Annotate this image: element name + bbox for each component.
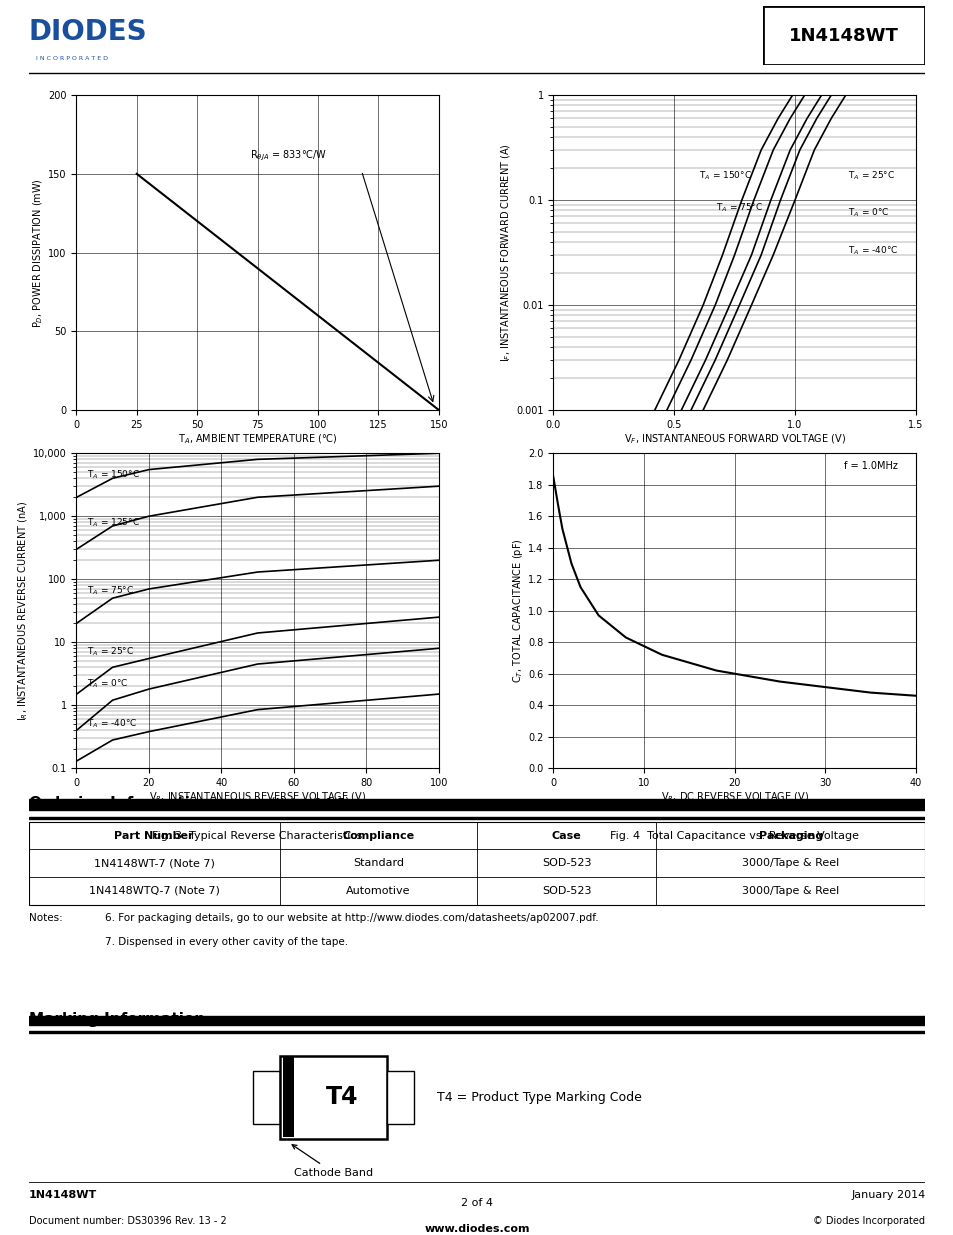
Text: 3000/Tape & Reel: 3000/Tape & Reel xyxy=(741,858,839,868)
Text: www.diodes.com: www.diodes.com xyxy=(424,1224,529,1234)
Text: 2 of 4: 2 of 4 xyxy=(460,1198,493,1208)
Bar xyxy=(279,1056,387,1139)
Bar xyxy=(29,1031,924,1032)
Text: Cathode Band: Cathode Band xyxy=(292,1145,373,1178)
Text: T$_A$ = -40°C: T$_A$ = -40°C xyxy=(87,718,137,730)
Text: Marking Information: Marking Information xyxy=(29,1013,205,1028)
Text: SOD-523: SOD-523 xyxy=(541,858,591,868)
Bar xyxy=(253,1071,279,1124)
Text: Fig. 4  Total Capacitance vs. Reverse Voltage: Fig. 4 Total Capacitance vs. Reverse Vol… xyxy=(609,831,859,841)
Text: Part Number: Part Number xyxy=(114,831,193,841)
Text: 1N4148WT: 1N4148WT xyxy=(29,1191,97,1200)
Text: Packaging: Packaging xyxy=(758,831,822,841)
Bar xyxy=(29,818,924,819)
Text: 6. For packaging details, go to our website at http://www.diodes.com/datasheets/: 6. For packaging details, go to our webs… xyxy=(105,913,598,923)
Text: T$_A$ = 75°C: T$_A$ = 75°C xyxy=(716,201,762,214)
Text: Ordering Information: Ordering Information xyxy=(29,797,211,811)
Text: T$_A$ = 125°C: T$_A$ = 125°C xyxy=(87,516,140,529)
Text: 1N4148WTQ-7 (Note 7): 1N4148WTQ-7 (Note 7) xyxy=(89,885,219,895)
Y-axis label: C$_T$, TOTAL CAPACITANCE (pF): C$_T$, TOTAL CAPACITANCE (pF) xyxy=(511,538,525,683)
Text: SOD-523: SOD-523 xyxy=(541,885,591,895)
Text: Document number: DS30396 Rev. 13 - 2: Document number: DS30396 Rev. 13 - 2 xyxy=(29,1215,226,1225)
Text: Compliance: Compliance xyxy=(342,831,414,841)
Text: 1N4148WT: 1N4148WT xyxy=(788,27,899,44)
Text: Standard: Standard xyxy=(353,858,403,868)
Text: 7. Dispensed in every other cavity of the tape.: 7. Dispensed in every other cavity of th… xyxy=(105,937,348,947)
Bar xyxy=(283,1057,294,1137)
Text: Notes:: Notes: xyxy=(29,913,62,923)
Text: Case: Case xyxy=(551,831,581,841)
Text: T4: T4 xyxy=(326,1086,358,1109)
Text: I N C O R P O R A T E D: I N C O R P O R A T E D xyxy=(36,57,108,62)
Text: Fig. 3  Typical Reverse Characteristics: Fig. 3 Typical Reverse Characteristics xyxy=(152,831,362,841)
Text: T4 = Product Type Marking Code: T4 = Product Type Marking Code xyxy=(436,1091,640,1104)
Text: DIODES: DIODES xyxy=(29,17,147,46)
Bar xyxy=(387,1071,414,1124)
Text: Fig. 2  Typical Forward Characteristics: Fig. 2 Typical Forward Characteristics xyxy=(629,473,839,483)
Text: T$_A$ = 25°C: T$_A$ = 25°C xyxy=(847,169,895,182)
X-axis label: V$_R$, INSTANTANEOUS REVERSE VOLTAGE (V): V$_R$, INSTANTANEOUS REVERSE VOLTAGE (V) xyxy=(149,790,366,804)
Text: © Diodes Incorporated: © Diodes Incorporated xyxy=(813,1215,924,1225)
Text: January 2014: January 2014 xyxy=(850,1191,924,1200)
Y-axis label: P$_D$, POWER DISSIPATION (mW): P$_D$, POWER DISSIPATION (mW) xyxy=(31,178,46,327)
Text: T$_A$ = 150°C: T$_A$ = 150°C xyxy=(87,469,140,482)
Text: f = 1.0MHz: f = 1.0MHz xyxy=(843,461,897,471)
Bar xyxy=(29,823,924,904)
Bar xyxy=(29,799,924,810)
Text: T$_A$ = 75°C: T$_A$ = 75°C xyxy=(87,584,134,598)
Text: R$_{\theta JA}$ = 833$\degree$C/W: R$_{\theta JA}$ = 833$\degree$C/W xyxy=(250,148,327,163)
Y-axis label: I$_R$, INSTANTANEOUS REVERSE CURRENT (nA): I$_R$, INSTANTANEOUS REVERSE CURRENT (nA… xyxy=(16,500,30,721)
Y-axis label: I$_F$, INSTANTANEOUS FORWARD CURRENT (A): I$_F$, INSTANTANEOUS FORWARD CURRENT (A) xyxy=(499,143,513,362)
Text: T$_A$ = 0°C: T$_A$ = 0°C xyxy=(847,207,889,220)
Text: 1N4148WT-7 (Note 7): 1N4148WT-7 (Note 7) xyxy=(93,858,214,868)
X-axis label: V$_R$, DC REVERSE VOLTAGE (V): V$_R$, DC REVERSE VOLTAGE (V) xyxy=(659,790,808,804)
Text: (Notes 6 & 7): (Notes 6 & 7) xyxy=(271,797,349,810)
Text: T$_A$ = 25°C: T$_A$ = 25°C xyxy=(87,646,134,658)
Text: 3000/Tape & Reel: 3000/Tape & Reel xyxy=(741,885,839,895)
X-axis label: T$_A$, AMBIENT TEMPERATURE (°C): T$_A$, AMBIENT TEMPERATURE (°C) xyxy=(177,432,337,446)
Text: T$_A$ = 150°C: T$_A$ = 150°C xyxy=(698,169,751,182)
Text: T$_A$ = 0°C: T$_A$ = 0°C xyxy=(87,677,129,690)
Text: Automotive: Automotive xyxy=(346,885,410,895)
Bar xyxy=(29,1015,924,1025)
X-axis label: V$_F$, INSTANTANEOUS FORWARD VOLTAGE (V): V$_F$, INSTANTANEOUS FORWARD VOLTAGE (V) xyxy=(623,432,844,446)
Text: T$_A$ = -40°C: T$_A$ = -40°C xyxy=(847,245,898,257)
Text: Fig. 1  Power Derating Curve: Fig. 1 Power Derating Curve xyxy=(177,473,337,483)
